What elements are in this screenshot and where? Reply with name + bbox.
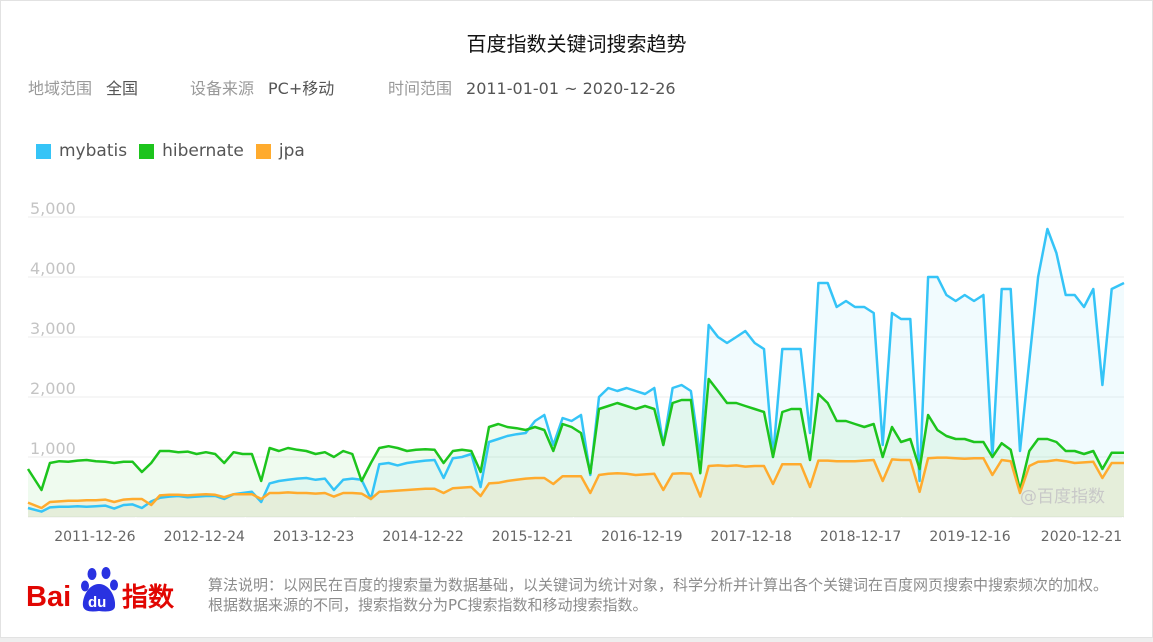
area-mybatis	[28, 229, 1124, 517]
filter-label: 时间范围	[388, 79, 453, 98]
x-tick-label: 2014-12-22	[382, 529, 463, 545]
line-hibernate	[26, 377, 1124, 492]
watermark: @百度指数	[1020, 487, 1105, 507]
legend-swatch	[139, 143, 155, 159]
legend-item-jpa[interactable]: jpa	[255, 141, 305, 161]
x-tick-label: 2015-12-21	[492, 529, 573, 545]
x-tick-label: 2018-12-17	[820, 529, 901, 545]
chart-title: 百度指数关键词搜索趋势	[466, 32, 687, 56]
area-jpa	[28, 457, 1124, 517]
line-jpa	[27, 456, 1124, 510]
legend-label: mybatis	[59, 141, 128, 161]
filter-device: 设备来源 PC+移动	[190, 75, 334, 99]
x-tick-label: 2016-12-19	[601, 529, 682, 545]
legend-item-hibernate[interactable]: hibernate	[139, 141, 244, 161]
x-tick-label: 2019-12-16	[929, 529, 1010, 545]
x-tick-label: 2013-12-23	[273, 529, 354, 545]
x-tick-label: 2012-12-24	[164, 529, 245, 545]
filter-value: 2011-01-01 ~ 2020-12-26	[466, 79, 676, 98]
baidu-index-logo: Bai du 指数	[26, 566, 186, 614]
filter-label: 设备来源	[190, 79, 255, 98]
y-tick-label: 2,000	[30, 379, 76, 398]
y-tick-label: 1,000	[30, 439, 76, 458]
filter-label: 地域范围	[28, 79, 93, 98]
legend-label: hibernate	[162, 141, 244, 161]
algorithm-note: 算法说明：以网民在百度的搜索量为数据基础，以关键词为统计对象，科学分析并计算出各…	[208, 576, 1109, 614]
filter-time-range: 时间范围 2011-01-01 ~ 2020-12-26	[388, 75, 676, 99]
legend-label: jpa	[278, 141, 305, 161]
x-tick-label: 2011-12-26	[54, 529, 135, 545]
baidu-paw-logo-icon: Bai du 指数	[26, 567, 175, 613]
svg-text:指数: 指数	[122, 583, 175, 613]
trend-chart: 1,000 2,000 3,000 4,000 5,000 2011-12-26 2012-…	[26, 199, 1125, 545]
line-mybatis	[27, 227, 1125, 513]
svg-text:du: du	[88, 594, 106, 611]
legend-swatch	[255, 143, 271, 159]
filter-value: 全国	[106, 79, 139, 98]
x-tick-label: 2020-12-21	[1041, 529, 1122, 545]
filter-region: 地域范围 全国	[28, 75, 138, 99]
x-tick-label: 2017-12-18	[711, 529, 792, 545]
legend-swatch	[36, 143, 51, 159]
legend: mybatis hibernate jpa	[36, 141, 305, 161]
y-tick-label: 5,000	[30, 199, 76, 218]
area-hibernate	[28, 379, 1124, 517]
y-tick-label: 3,000	[30, 319, 76, 338]
svg-text:Bai: Bai	[26, 581, 71, 613]
y-tick-label: 4,000	[30, 259, 76, 278]
legend-item-mybatis[interactable]: mybatis	[36, 141, 127, 161]
filter-value: PC+移动	[268, 79, 335, 98]
